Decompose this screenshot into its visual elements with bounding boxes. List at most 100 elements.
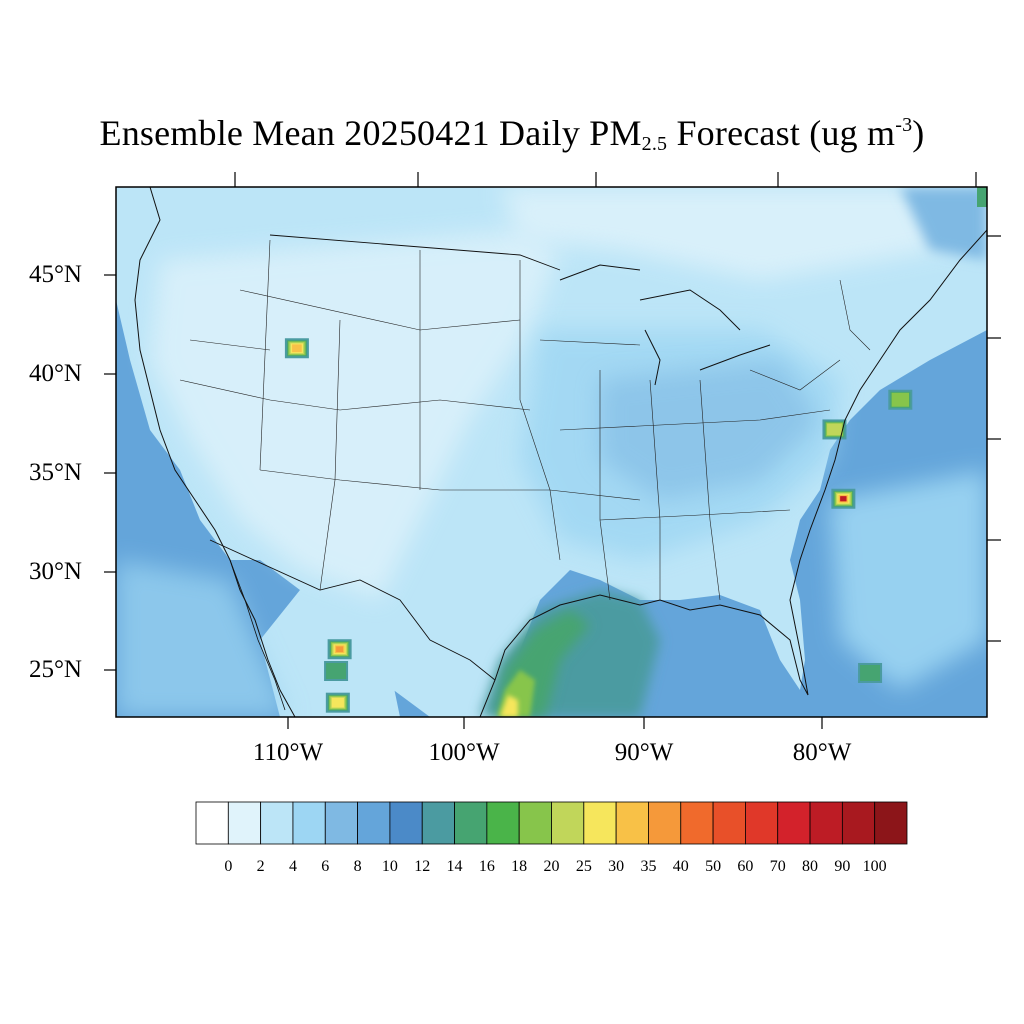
- hotspot-sinaloa: [324, 661, 349, 681]
- colorbar-tick-label: 2: [256, 858, 265, 875]
- pacific-coastline: [134, 187, 296, 717]
- colorbar-box: [648, 801, 682, 845]
- interior-low-field: [150, 230, 560, 600]
- title-subscript: 2.5: [641, 133, 668, 155]
- colorbar-tick-label: 4: [288, 858, 297, 875]
- hotspot-chihuahua-north: [327, 639, 352, 660]
- colorbar-box: [841, 801, 876, 845]
- colorbar-box: [357, 801, 391, 845]
- gulf-plume-core: [500, 695, 518, 717]
- colorbar-box: [260, 801, 294, 845]
- colorbar: [195, 801, 908, 845]
- state-line-k: [559, 409, 831, 431]
- colorbar-tick-label: 16: [478, 858, 495, 875]
- lat-label-40: 40°N: [28, 360, 82, 387]
- lon-label-100w: 100°W: [428, 739, 500, 766]
- colorbar-box: [227, 801, 262, 845]
- title-superscript: -3: [895, 114, 913, 136]
- gulf-of-st-lawrence: [900, 187, 987, 260]
- baja-coast: [229, 559, 286, 711]
- lon-label-90w: 90°W: [614, 739, 674, 766]
- hotspot-south-carolina: [831, 488, 856, 509]
- colorbar-box: [421, 801, 455, 845]
- colorbar-tick-label: 35: [640, 858, 657, 875]
- colorbar-box: [745, 801, 779, 845]
- state-line-g: [519, 260, 561, 561]
- lon-label-80w: 80°W: [792, 739, 852, 766]
- colorbar-tick-label: 60: [737, 858, 754, 875]
- colorbar-tick-label: 30: [608, 858, 625, 875]
- lake-michigan: [644, 329, 661, 386]
- state-line-i: [649, 379, 661, 600]
- colorbar-tick-label: 10: [381, 858, 398, 875]
- lat-label-35: 35°N: [28, 459, 82, 486]
- colorbar-box: [777, 801, 811, 845]
- colorbar-box: [615, 801, 649, 845]
- colorbar-tick-label: 90: [834, 858, 851, 875]
- colorbar-box: [583, 801, 617, 845]
- ne-corner-cell: [977, 187, 987, 207]
- lon-label-110w: 110°W: [252, 739, 324, 766]
- canada-low-field: [500, 187, 987, 280]
- axis-ticks: [104, 172, 1001, 729]
- colorbar-tick-label: 8: [353, 858, 362, 875]
- colorbar-box: [551, 801, 585, 845]
- lake-superior: [559, 264, 641, 281]
- great-lakes-shore-a: [639, 289, 741, 331]
- lake-erie: [699, 344, 771, 371]
- colorbar-box: [292, 801, 326, 845]
- colorbar-tick-label: 80: [802, 858, 819, 875]
- hotspot-layer: [284, 338, 913, 713]
- colorbar-box: [389, 801, 423, 845]
- colorbar-tick-label: 100: [862, 858, 887, 875]
- lat-label-30: 30°N: [28, 558, 82, 585]
- state-line-n: [839, 279, 871, 351]
- atlantic-light-band: [830, 470, 987, 690]
- title-units: Forecast (ug m: [667, 113, 896, 153]
- colorbar-tick-label: 20: [543, 858, 560, 875]
- title-text: Ensemble Mean 20250421 Daily PM: [99, 113, 642, 153]
- colorbar-box: [874, 801, 908, 845]
- state-line-b: [179, 379, 531, 411]
- colorbar-box: [809, 801, 843, 845]
- colorbar-tick-label: 0: [224, 858, 233, 875]
- state-lines: [179, 239, 871, 601]
- title-close: ): [912, 113, 925, 153]
- gulf-atlantic-coastline: [479, 229, 987, 717]
- colorbar-tick-label: 6: [321, 858, 330, 875]
- hotspot-chihuahua-south: [325, 692, 350, 713]
- figure-title: Ensemble Mean 20250421 Daily PM2.5 Forec…: [0, 112, 1024, 156]
- state-line-p: [539, 339, 641, 346]
- state-line-d: [259, 239, 271, 471]
- us-canada-border: [269, 234, 561, 271]
- colorbar-tick-label: 40: [672, 858, 689, 875]
- state-line-o: [189, 339, 271, 351]
- hotspot-southwest-wyoming: [284, 338, 309, 359]
- lat-label-25: 25°N: [28, 656, 82, 683]
- colorbar-tick-label: 50: [705, 858, 722, 875]
- colorbar-box: [680, 801, 714, 845]
- map-frame: [115, 186, 988, 718]
- hotspot-delaware: [888, 389, 913, 410]
- state-line-l: [599, 509, 791, 521]
- colorbar-tick-label: 18: [511, 858, 528, 875]
- colorbar-box: [712, 801, 746, 845]
- colorbar-box: [324, 801, 358, 845]
- pacific-band: [116, 560, 290, 717]
- hotspot-bahamas: [858, 662, 883, 683]
- state-line-c: [259, 469, 641, 501]
- colorbar-box: [518, 801, 552, 845]
- colorbar-box: [195, 801, 229, 845]
- ohio-valley-moderate: [600, 360, 820, 500]
- colorbar-tick-label: 25: [575, 858, 592, 875]
- hotspot-virginia: [822, 419, 847, 440]
- colorbar-tick-label: 14: [446, 858, 463, 875]
- colorbar-box: [454, 801, 488, 845]
- state-line-e: [319, 319, 341, 591]
- state-line-m: [749, 359, 841, 391]
- colorbar-tick-label: 70: [769, 858, 786, 875]
- state-line-j: [699, 379, 721, 601]
- colorbar-tick-label: 12: [414, 858, 431, 875]
